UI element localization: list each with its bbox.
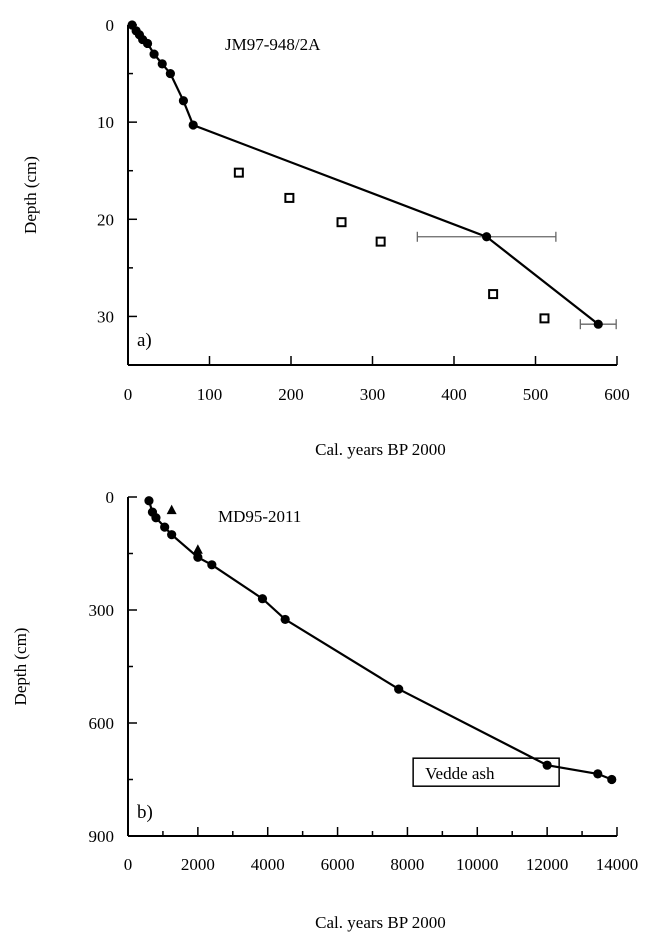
data-point-triangle xyxy=(192,544,203,554)
data-point-circle xyxy=(593,769,603,779)
data-point-circle xyxy=(149,49,159,59)
x-tick-label: 100 xyxy=(197,385,223,404)
x-tick-label: 8000 xyxy=(390,855,424,874)
data-point-circle xyxy=(593,319,603,329)
data-point-triangle xyxy=(166,504,177,515)
panel-label: a) xyxy=(137,330,152,351)
y-tick-label: 10 xyxy=(97,113,114,132)
chart-panel-b: 0 300 600 900 0 2000 4000 6000 8000 10000 12000 140… xyxy=(11,488,638,932)
data-point-square xyxy=(539,313,550,324)
y-tick-label: 0 xyxy=(106,16,115,35)
data-point-square xyxy=(284,192,295,203)
x-tick-label: 600 xyxy=(604,385,630,404)
data-point-circle xyxy=(142,38,153,49)
data-point-circle xyxy=(482,232,492,242)
x-tick-label: 200 xyxy=(278,385,304,404)
core-name-annotation: MD95-2011 xyxy=(218,507,301,526)
data-point-circle xyxy=(178,96,189,106)
x-tick-label: 2000 xyxy=(181,855,215,874)
x-tick-label: 400 xyxy=(441,385,467,404)
data-point-circle xyxy=(188,120,198,130)
data-point-circle xyxy=(542,760,552,770)
x-tick-label: 6000 xyxy=(321,855,355,874)
y-tick-label: 20 xyxy=(97,210,114,229)
data-point-circle xyxy=(160,522,170,532)
x-tick-label: 10000 xyxy=(456,855,499,874)
x-tick-label: 4000 xyxy=(251,855,285,874)
core-name-annotation: JM97-948/2A xyxy=(225,35,321,54)
data-point-circle xyxy=(607,774,617,785)
data-point-circle xyxy=(151,513,161,523)
series-line xyxy=(147,500,613,781)
data-point-circle xyxy=(257,594,268,604)
y-tick-label: 900 xyxy=(89,827,115,846)
data-point-circle xyxy=(165,68,175,79)
x-tick-label: 12000 xyxy=(526,855,569,874)
series-line xyxy=(131,24,599,326)
data-point-square xyxy=(375,236,386,247)
x-axis-label: Cal. years BP 2000 xyxy=(315,913,446,932)
vedde-ash-callout-box xyxy=(412,757,560,787)
data-point-square xyxy=(233,167,244,178)
y-axis-label: Depth (cm) xyxy=(21,156,40,234)
data-point-circle xyxy=(280,614,290,625)
data-point-circle xyxy=(144,496,154,506)
x-tick-label: 300 xyxy=(360,385,386,404)
x-axis-label: Cal. years BP 2000 xyxy=(315,440,446,459)
x-tick-label: 0 xyxy=(124,855,133,874)
vedde-ash-callout-label: Vedde ash xyxy=(425,764,495,783)
x-tick-label: 0 xyxy=(124,385,133,404)
data-point-circle xyxy=(207,560,217,570)
y-tick-label: 600 xyxy=(89,714,115,733)
y-tick-label: 0 xyxy=(106,488,115,507)
y-tick-label: 300 xyxy=(89,601,115,620)
data-point-square xyxy=(488,289,499,300)
data-point-square xyxy=(336,217,347,228)
y-axis-label: Depth (cm) xyxy=(11,628,30,706)
data-point-circle xyxy=(167,530,177,540)
x-tick-label: 500 xyxy=(523,385,549,404)
data-point-circle xyxy=(157,59,167,69)
x-tick-label: 14000 xyxy=(596,855,639,874)
y-tick-label: 30 xyxy=(97,307,114,326)
data-point-circle xyxy=(193,552,203,562)
panel-label: b) xyxy=(137,802,153,823)
data-point-circle xyxy=(394,684,404,694)
